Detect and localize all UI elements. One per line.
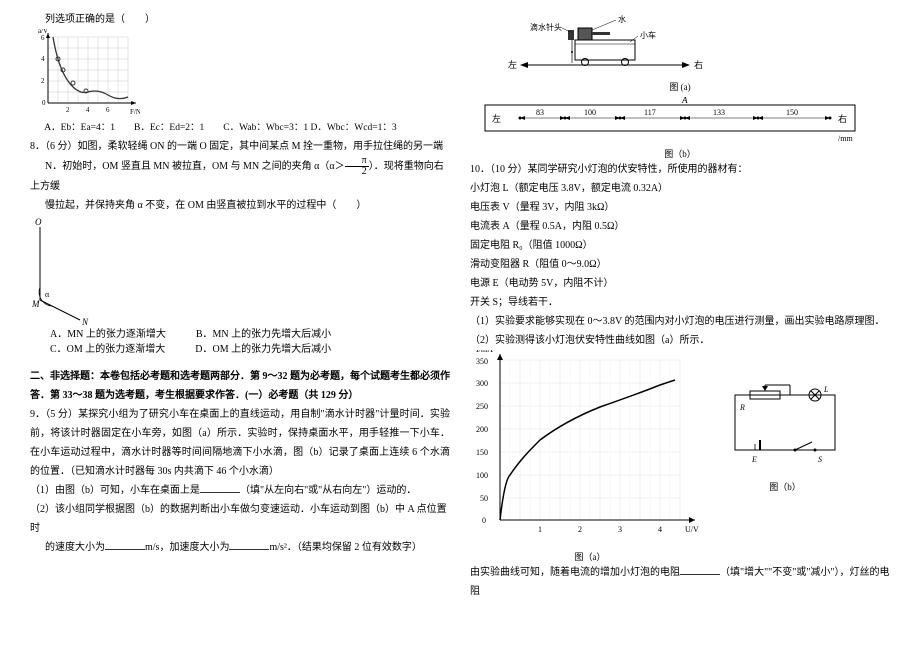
svg-text:200: 200: [476, 425, 488, 434]
q9-p2b: 的速度大小为m/s，加速度大小为m/s²．（结果均保留 2 位有效数字）: [30, 538, 450, 557]
q9-p1: （1）由图（b）可知，小车在桌面上是（填"从左向右"或"从右向左"）运动的．: [30, 481, 450, 500]
q10-l2: 小灯泡 L（额定电压 3.8V，额定电流 0.32A）: [470, 179, 890, 198]
svg-text:M: M: [31, 299, 40, 309]
svg-text:100: 100: [476, 471, 488, 480]
svg-text:/mm: /mm: [838, 134, 853, 143]
svg-text:N: N: [81, 317, 89, 325]
q9-stem: 9．（5 分）某探究小组为了研究小车在桌面上的直线运动，用自制"滴水计时器"计量…: [30, 405, 450, 481]
ruler-figure: 左 右 /mm A 83: [470, 97, 890, 160]
svg-text:左: 左: [492, 113, 501, 124]
q10-conclusion: 由实验曲线可知，随着电流的增加小灯泡的电阻（填"增大""不变"或"减小"），灯丝…: [470, 563, 890, 601]
svg-text:6: 6: [106, 106, 110, 114]
svg-text:117: 117: [644, 108, 656, 117]
iv-row: 0 50 100 150 200 250 300 350 1 2 3 4 U/V…: [470, 350, 890, 563]
iv-chart: 0 50 100 150 200 250 300 350 1 2 3 4 U/V…: [470, 350, 710, 563]
svg-text:83: 83: [536, 108, 544, 117]
svg-text:2: 2: [66, 106, 70, 114]
q8-opts-row2: C．OM 上的张力逐渐增大D．OM 上的张力先增大后减小: [30, 340, 450, 355]
svg-text:150: 150: [786, 108, 798, 117]
q8-stem-2: N．初始时，OM 竖直且 MN 被拉直，OM 与 MN 之间的夹角 α（α＞π2…: [30, 156, 450, 196]
svg-text:R: R: [739, 403, 745, 412]
svg-text:I/mA: I/mA: [476, 350, 493, 354]
q8-opts-row1: A．MN 上的张力逐渐增大B．MN 上的张力先增大后减小: [30, 325, 450, 340]
svg-text:a/V: a/V: [38, 29, 48, 35]
svg-text:O: O: [35, 217, 42, 227]
svg-text:2: 2: [578, 525, 582, 534]
svg-text:E: E: [751, 455, 757, 464]
svg-text:L: L: [823, 385, 829, 394]
svg-text:0: 0: [42, 99, 46, 107]
svg-text:滴水针头: 滴水针头: [530, 22, 562, 32]
rope-diagram: O M N α: [30, 215, 130, 325]
svg-text:4: 4: [41, 55, 45, 63]
svg-text:150: 150: [476, 448, 488, 457]
svg-text:100: 100: [584, 108, 596, 117]
svg-text:U/V: U/V: [685, 525, 699, 534]
q10-p1: （1）实验要求能够实现在 0～3.8V 的范围内对小灯泡的电压进行测量，画出实验…: [470, 312, 890, 331]
q7-intro: 列选项正确的是（ ）: [30, 10, 450, 29]
svg-text:133: 133: [713, 108, 725, 117]
svg-text:4: 4: [86, 106, 90, 114]
svg-text:右: 右: [694, 59, 703, 70]
svg-text:50: 50: [480, 494, 488, 503]
q7-options: A．Eb：Ea=4：1 B．Ec：Ed=2：1 C．Wab：Wbc=3：1 D．…: [30, 119, 450, 137]
q9-p2a: （2）该小组同学根据图（b）的数据判断出小车做匀变速运动．小车运动到图（b）中 …: [30, 500, 450, 538]
q10-l3: 电压表 V（量程 3V，内阻 3kΩ）: [470, 198, 890, 217]
svg-text:350: 350: [476, 357, 488, 366]
q10-l5: 固定电阻 R₀（阻值 1000Ω）: [470, 236, 890, 255]
svg-text:A: A: [681, 97, 688, 105]
q10-l8: 开关 S；导线若干．: [470, 293, 890, 312]
svg-text:小车: 小车: [640, 30, 656, 40]
svg-text:300: 300: [476, 379, 488, 388]
svg-text:α: α: [45, 290, 50, 299]
svg-text:250: 250: [476, 402, 488, 411]
q10-l4: 电流表 A（量程 0.5A，内阻 0.5Ω）: [470, 217, 890, 236]
af-graph: 0 2 4 6 2 4 6 F/N a/V: [30, 29, 140, 119]
svg-text:6: 6: [41, 34, 45, 42]
section-header: 二、非选择题：本卷包括必考题和选考题两部分．第 9～32 题为必考题，每个试题考…: [30, 367, 450, 405]
right-column: 左 右 水 滴水针头 小车 图 (a) 左: [460, 10, 900, 640]
svg-text:右: 右: [838, 113, 847, 124]
svg-text:F/N: F/N: [130, 108, 140, 116]
q10-l1: 10．（10 分）某同学研究小灯泡的伏安特性，所使用的器材有：: [470, 160, 890, 179]
svg-text:1: 1: [538, 525, 542, 534]
svg-text:3: 3: [618, 525, 622, 534]
svg-text:2: 2: [41, 77, 45, 85]
q10-p2: （2）实验测得该小灯泡伏安特性曲线如图（a）所示．: [470, 331, 890, 350]
left-column: 列选项正确的是（ ）: [20, 10, 460, 640]
circuit-figure: L R E S 图（: [720, 380, 850, 493]
svg-text:左: 左: [508, 59, 517, 70]
q10-l6: 滑动变阻器 R（阻值 0～9.0Ω）: [470, 255, 890, 274]
svg-text:0: 0: [482, 516, 486, 525]
q10-l7: 电源 E（电动势 5V，内阻不计）: [470, 274, 890, 293]
q8-stem-3: 慢拉起，并保持夹角 α 不变，在 OM 由竖直被拉到水平的过程中（ ）: [30, 196, 450, 215]
svg-text:S: S: [818, 455, 822, 464]
svg-text:水: 水: [618, 14, 626, 24]
q8-stem-1: 8．（6 分）如图，柔软轻绳 ON 的一端 O 固定，其中间某点 M 拴一重物，…: [30, 137, 450, 156]
svg-text:4: 4: [658, 525, 662, 534]
cart-figure: 左 右 水 滴水针头 小车 图 (a): [470, 10, 890, 93]
